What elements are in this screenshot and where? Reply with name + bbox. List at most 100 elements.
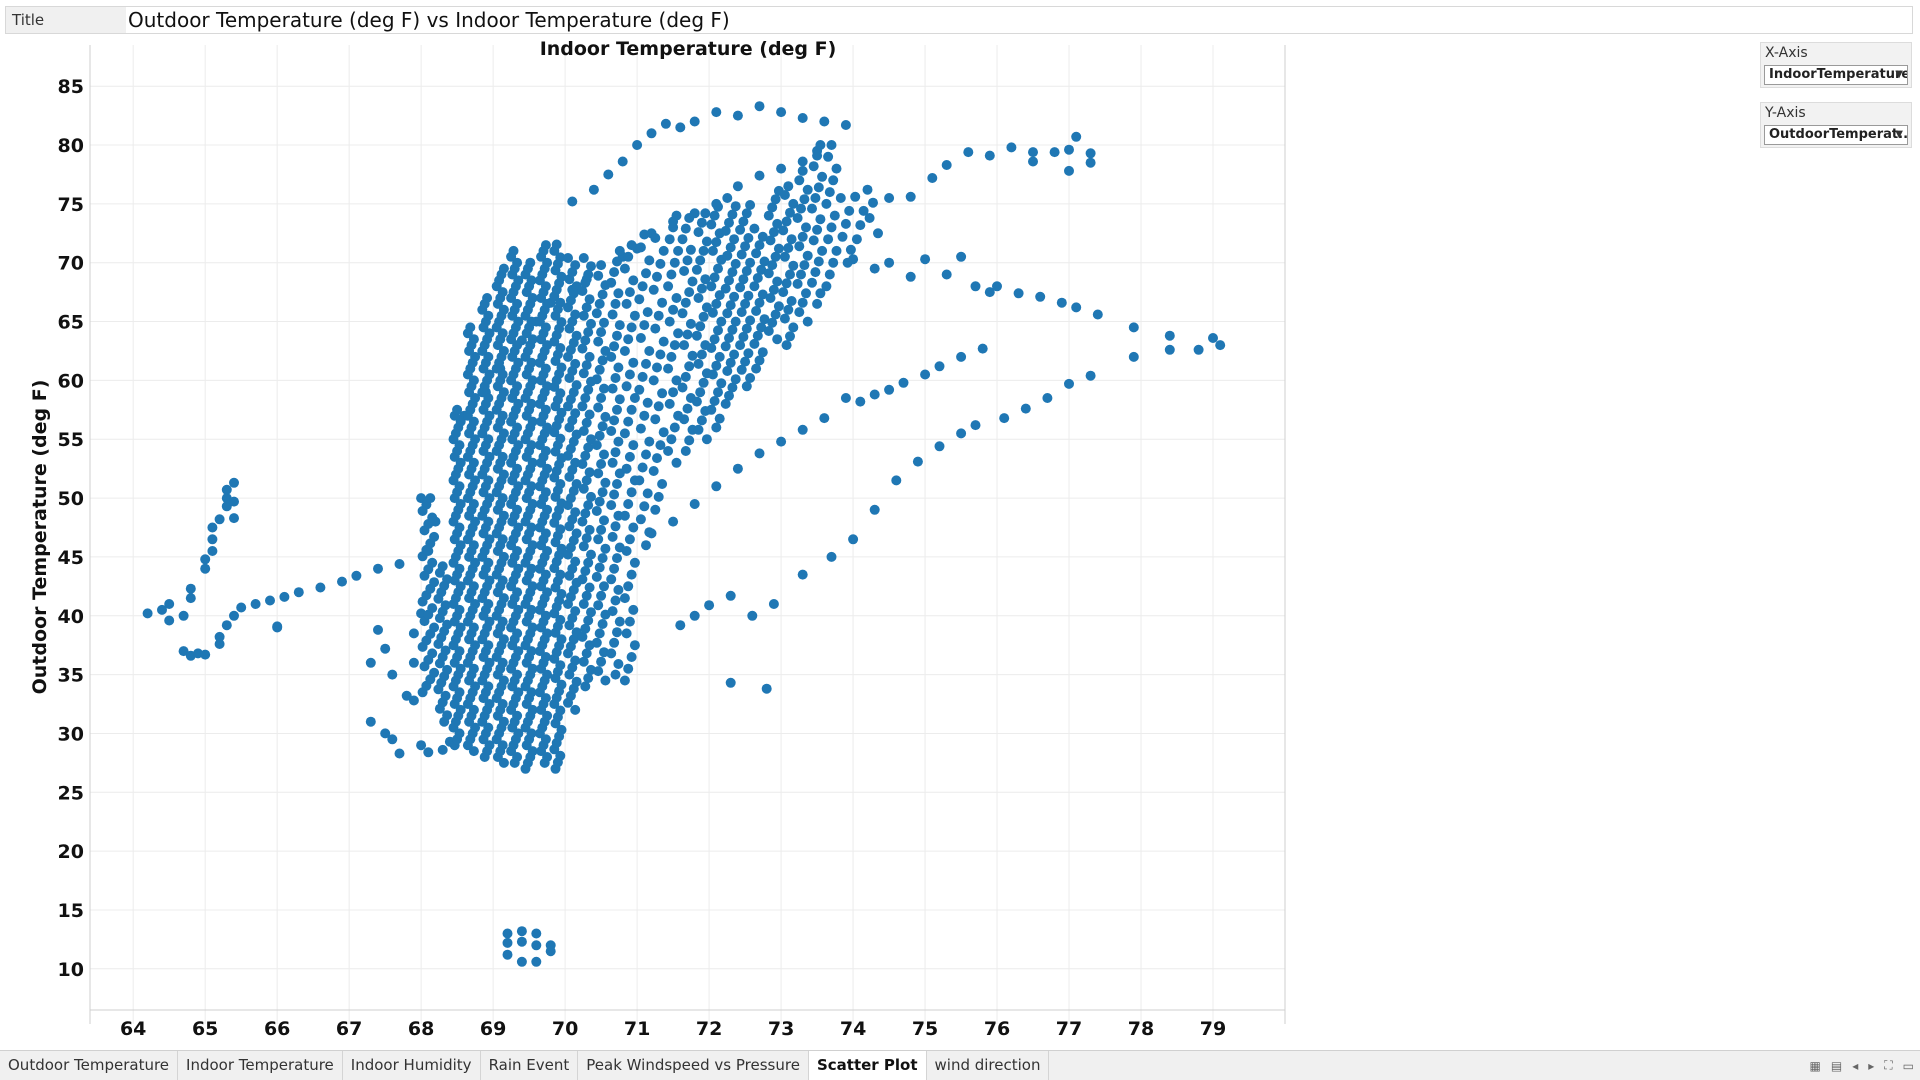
data-point[interactable] bbox=[380, 728, 391, 739]
fullscreen-icon[interactable]: ⛶ bbox=[1884, 1058, 1893, 1072]
data-point[interactable] bbox=[671, 210, 682, 221]
data-point[interactable] bbox=[729, 349, 740, 360]
data-point[interactable] bbox=[570, 260, 581, 271]
data-point[interactable] bbox=[498, 263, 509, 274]
data-point[interactable] bbox=[724, 333, 734, 343]
data-point[interactable] bbox=[743, 348, 754, 359]
data-point[interactable] bbox=[597, 355, 608, 366]
data-point[interactable] bbox=[1035, 291, 1046, 302]
tab-scatter-plot[interactable]: Scatter Plot bbox=[808, 1051, 927, 1080]
data-point[interactable] bbox=[502, 928, 513, 939]
data-point[interactable] bbox=[583, 269, 594, 280]
data-point[interactable] bbox=[785, 207, 795, 218]
data-point[interactable] bbox=[597, 619, 608, 629]
data-point[interactable] bbox=[624, 287, 635, 298]
data-point[interactable] bbox=[619, 510, 630, 521]
data-point[interactable] bbox=[427, 648, 438, 659]
data-point[interactable] bbox=[799, 194, 810, 205]
data-point[interactable] bbox=[1064, 165, 1074, 176]
data-point[interactable] bbox=[873, 228, 883, 239]
data-point[interactable] bbox=[571, 380, 582, 391]
data-point[interactable] bbox=[660, 118, 671, 129]
data-point[interactable] bbox=[628, 440, 639, 451]
data-point[interactable] bbox=[802, 250, 813, 261]
data-point[interactable] bbox=[741, 381, 752, 392]
data-point[interactable] bbox=[634, 384, 645, 395]
data-point[interactable] bbox=[583, 673, 594, 684]
data-point[interactable] bbox=[583, 442, 594, 453]
data-point[interactable] bbox=[634, 475, 645, 486]
data-point[interactable] bbox=[610, 595, 621, 606]
data-point[interactable] bbox=[837, 231, 848, 242]
data-point[interactable] bbox=[722, 193, 733, 203]
data-point[interactable] bbox=[826, 140, 837, 150]
data-point[interactable] bbox=[698, 245, 709, 256]
data-point[interactable] bbox=[696, 217, 707, 228]
data-point[interactable] bbox=[584, 351, 595, 362]
data-point[interactable] bbox=[745, 315, 756, 326]
data-point[interactable] bbox=[577, 516, 588, 527]
data-point[interactable] bbox=[626, 487, 637, 498]
data-point[interactable] bbox=[607, 457, 618, 468]
data-point[interactable] bbox=[781, 278, 792, 289]
data-point[interactable] bbox=[725, 357, 736, 368]
data-point[interactable] bbox=[689, 610, 700, 621]
data-point[interactable] bbox=[840, 120, 851, 130]
data-point[interactable] bbox=[732, 110, 743, 121]
data-point[interactable] bbox=[508, 245, 519, 256]
data-point[interactable] bbox=[794, 241, 805, 252]
data-point[interactable] bbox=[556, 589, 567, 599]
data-point[interactable] bbox=[214, 631, 225, 642]
data-point[interactable] bbox=[597, 421, 608, 432]
data-point[interactable] bbox=[617, 156, 628, 167]
data-point[interactable] bbox=[650, 504, 661, 515]
data-point[interactable] bbox=[621, 381, 632, 392]
data-point[interactable] bbox=[677, 234, 688, 245]
data-point[interactable] bbox=[898, 377, 909, 388]
data-point[interactable] bbox=[629, 557, 640, 568]
data-point[interactable] bbox=[808, 161, 819, 172]
data-point[interactable] bbox=[1049, 147, 1060, 158]
data-point[interactable] bbox=[584, 294, 595, 305]
data-point[interactable] bbox=[956, 351, 967, 362]
data-point[interactable] bbox=[687, 350, 698, 361]
data-point[interactable] bbox=[279, 591, 290, 602]
data-point[interactable] bbox=[229, 477, 239, 488]
data-point[interactable] bbox=[669, 257, 680, 268]
tab-outdoor-temperature[interactable]: Outdoor Temperature bbox=[0, 1051, 179, 1080]
data-point[interactable] bbox=[365, 657, 376, 668]
data-point[interactable] bbox=[619, 346, 630, 356]
data-point[interactable] bbox=[788, 322, 799, 333]
data-point[interactable] bbox=[727, 267, 738, 278]
data-point[interactable] bbox=[844, 205, 855, 216]
data-point[interactable] bbox=[749, 223, 760, 234]
data-point[interactable] bbox=[629, 640, 640, 651]
data-point[interactable] bbox=[650, 414, 661, 425]
data-point[interactable] bbox=[1128, 322, 1139, 333]
data-point[interactable] bbox=[653, 401, 664, 412]
data-point[interactable] bbox=[736, 307, 747, 318]
data-point[interactable] bbox=[442, 710, 453, 721]
data-point[interactable] bbox=[768, 227, 779, 238]
data-point[interactable] bbox=[763, 326, 774, 336]
data-point[interactable] bbox=[581, 533, 592, 544]
data-point[interactable] bbox=[772, 334, 783, 345]
data-point[interactable] bbox=[824, 269, 835, 280]
data-point[interactable] bbox=[578, 253, 589, 263]
data-point[interactable] bbox=[740, 298, 751, 309]
data-point[interactable] bbox=[729, 234, 740, 245]
data-point[interactable] bbox=[624, 616, 635, 627]
data-point[interactable] bbox=[628, 357, 639, 368]
data-point[interactable] bbox=[583, 500, 594, 511]
data-point[interactable] bbox=[869, 263, 880, 274]
data-point[interactable] bbox=[669, 340, 680, 351]
data-point[interactable] bbox=[779, 251, 790, 262]
data-point[interactable] bbox=[652, 271, 662, 282]
data-point[interactable] bbox=[628, 604, 639, 615]
data-point[interactable] bbox=[696, 415, 707, 426]
data-point[interactable] bbox=[905, 271, 916, 282]
data-point[interactable] bbox=[1013, 288, 1024, 299]
data-point[interactable] bbox=[593, 600, 604, 611]
data-point[interactable] bbox=[815, 214, 826, 225]
data-point[interactable] bbox=[214, 514, 225, 525]
